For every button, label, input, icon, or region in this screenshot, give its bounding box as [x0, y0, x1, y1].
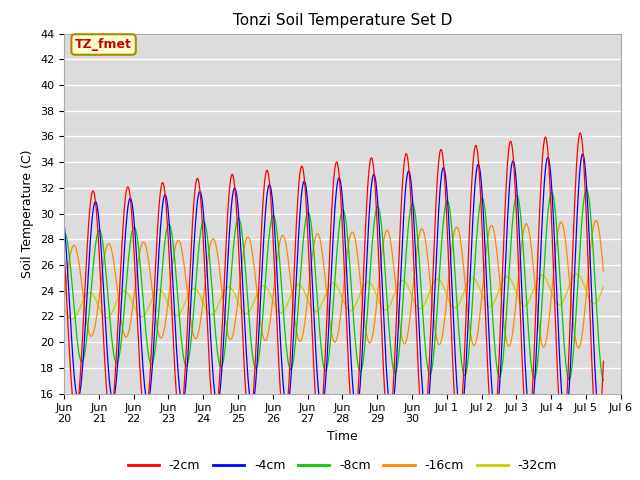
- Line: -16cm: -16cm: [64, 220, 604, 348]
- Y-axis label: Soil Temperature (C): Soil Temperature (C): [22, 149, 35, 278]
- Line: -2cm: -2cm: [64, 133, 604, 438]
- -4cm: [460, 393, 468, 398]
- -8cm: [600, 378, 607, 384]
- -4cm: [600, 395, 607, 400]
- -8cm: [136, 254, 143, 260]
- -8cm: [310, 256, 318, 262]
- -32cm: [311, 309, 319, 315]
- -16cm: [592, 217, 600, 223]
- -2cm: [594, 435, 602, 441]
- -32cm: [68, 316, 76, 322]
- -32cm: [600, 284, 607, 289]
- -32cm: [573, 271, 580, 276]
- -32cm: [62, 310, 70, 315]
- -4cm: [291, 320, 298, 326]
- -32cm: [461, 287, 468, 293]
- Legend: -2cm, -4cm, -8cm, -16cm, -32cm: -2cm, -4cm, -8cm, -16cm, -32cm: [123, 455, 562, 477]
- -32cm: [136, 313, 144, 319]
- -16cm: [600, 268, 607, 274]
- X-axis label: Time: Time: [327, 430, 358, 443]
- Line: -32cm: -32cm: [64, 274, 604, 319]
- -16cm: [310, 239, 318, 244]
- -4cm: [579, 151, 586, 157]
- -4cm: [136, 307, 143, 312]
- -2cm: [60, 246, 68, 252]
- -32cm: [448, 302, 456, 308]
- Text: TZ_fmet: TZ_fmet: [75, 38, 132, 51]
- -2cm: [600, 358, 607, 364]
- -8cm: [60, 230, 68, 236]
- -16cm: [575, 345, 582, 351]
- -2cm: [460, 361, 468, 367]
- -16cm: [136, 251, 143, 257]
- Title: Tonzi Soil Temperature Set D: Tonzi Soil Temperature Set D: [233, 13, 452, 28]
- -2cm: [136, 358, 143, 364]
- -8cm: [291, 352, 298, 358]
- Line: -8cm: -8cm: [64, 190, 604, 381]
- -8cm: [62, 233, 70, 239]
- -16cm: [60, 297, 68, 303]
- -2cm: [291, 268, 298, 274]
- -16cm: [291, 311, 298, 316]
- -8cm: [460, 372, 468, 378]
- -2cm: [62, 287, 70, 292]
- -16cm: [62, 279, 70, 285]
- -32cm: [60, 305, 68, 311]
- Line: -4cm: -4cm: [64, 154, 604, 421]
- -2cm: [447, 319, 455, 324]
- -4cm: [310, 323, 318, 329]
- -4cm: [62, 246, 70, 252]
- -16cm: [460, 269, 468, 275]
- -16cm: [447, 253, 455, 259]
- -4cm: [596, 419, 604, 424]
- -8cm: [583, 187, 591, 192]
- -4cm: [447, 262, 455, 267]
- -2cm: [310, 377, 318, 383]
- -32cm: [291, 284, 299, 290]
- -4cm: [60, 219, 68, 225]
- -2cm: [577, 130, 584, 136]
- -8cm: [447, 216, 455, 222]
